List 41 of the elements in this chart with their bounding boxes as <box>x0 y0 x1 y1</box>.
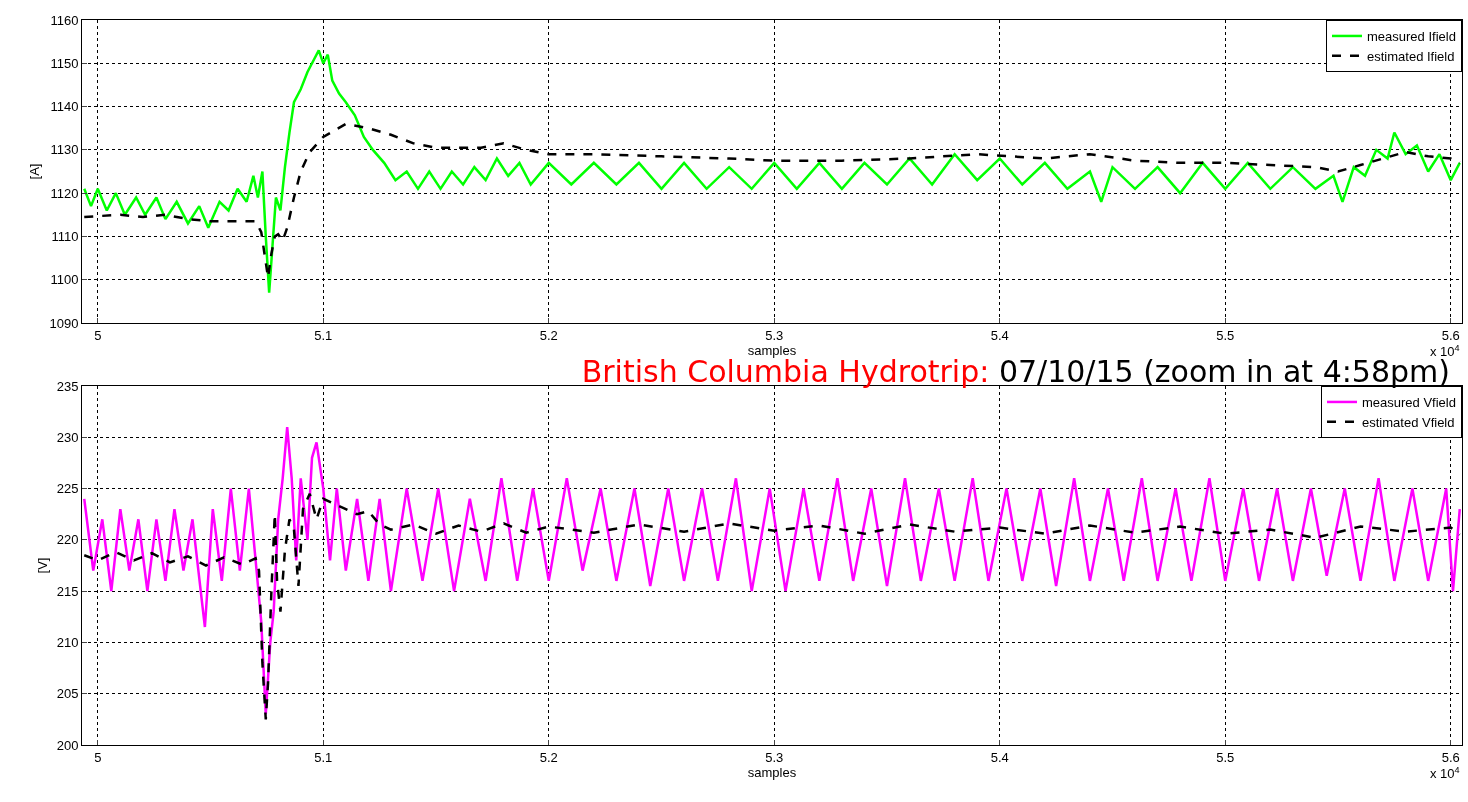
y-tick-label: 1150 <box>50 55 79 71</box>
y-tick-label: 200 <box>56 737 79 753</box>
legend-label: measured Ifield <box>1367 29 1456 45</box>
y-tick-label: 225 <box>56 481 79 497</box>
x-tick-label: 5.6 <box>1441 327 1460 343</box>
legend-label: measured Vfield <box>1362 395 1456 411</box>
x-tick-label: 5.2 <box>539 327 558 343</box>
y-tick-label: 1160 <box>50 12 79 28</box>
y-tick-label: 215 <box>56 583 79 599</box>
x-tick-label: 5.2 <box>539 749 558 765</box>
y-tick-label: 230 <box>56 429 79 445</box>
y-tick-label: 220 <box>56 532 79 548</box>
x-tick-label: 5.4 <box>990 327 1009 343</box>
x-tick-label: 5.3 <box>765 327 784 343</box>
y-tick-label: 1100 <box>50 272 79 288</box>
y-tick-label: 1090 <box>49 315 79 331</box>
y-axis-title: [V] <box>34 557 50 574</box>
x-tick-label: 5.5 <box>1216 327 1235 343</box>
x-tick-label: 5.6 <box>1441 749 1460 765</box>
y-tick-label: 1130 <box>50 142 79 158</box>
line-series <box>83 425 1461 716</box>
y-axis-title: [A] <box>27 163 43 180</box>
y-tick-label: 235 <box>56 378 79 394</box>
x-tick-label: 5.1 <box>314 327 333 343</box>
x-tick-label: 5 <box>94 749 102 765</box>
text: x 10$^{4}$ <box>1430 343 1460 360</box>
x-tick-label: 5.3 <box>765 749 784 765</box>
y-tick-label: 1110 <box>51 228 79 244</box>
y-tick-label: 205 <box>56 686 79 702</box>
legend-label: estimated Vfield <box>1362 414 1455 430</box>
x-tick-label: 5.1 <box>314 749 333 765</box>
y-tick-label: 1140 <box>50 99 79 115</box>
y-tick-label: 1120 <box>50 185 79 201</box>
legend-label: estimated Ifield <box>1367 48 1455 64</box>
line-series <box>83 49 1461 294</box>
x-tick-label: 5 <box>94 327 102 343</box>
x-tick-label: 5.5 <box>1216 749 1235 765</box>
x-axis-title: samples <box>747 765 797 781</box>
text: x 10$^{4}$ <box>1430 765 1460 782</box>
y-tick-label: 210 <box>56 634 79 650</box>
x-tick-label: 5.4 <box>990 749 1009 765</box>
